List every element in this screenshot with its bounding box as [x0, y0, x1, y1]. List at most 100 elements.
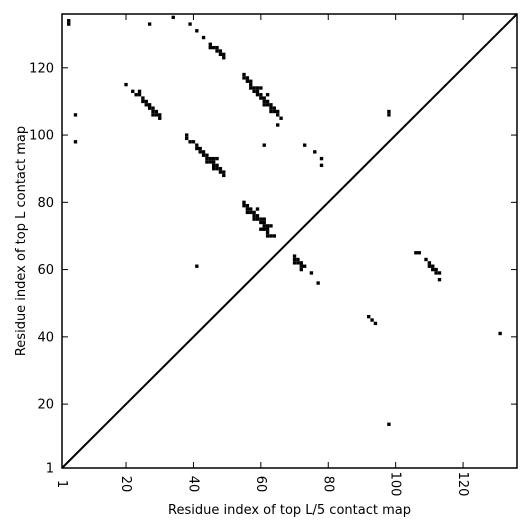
- contact-point: [255, 217, 260, 221]
- contact-point: [265, 99, 270, 104]
- contact-point: [195, 29, 199, 33]
- y-tick-label: 80: [37, 196, 54, 211]
- contact-point: [73, 113, 78, 117]
- y-tick-label: 40: [37, 330, 54, 345]
- contact-point: [185, 133, 189, 137]
- contact-point: [198, 146, 202, 151]
- contact-point: [265, 93, 270, 97]
- contact-point: [272, 234, 277, 238]
- contact-point: [137, 93, 142, 97]
- contact-point: [218, 49, 223, 53]
- contact-point: [211, 156, 216, 161]
- contact-point: [67, 19, 71, 23]
- diagonal-line: [61, 13, 518, 469]
- contact-point: [265, 224, 270, 228]
- contact-point: [141, 99, 145, 104]
- x-tick-label: 40: [185, 476, 200, 493]
- contact-point: [195, 146, 199, 151]
- contact-point: [242, 72, 246, 77]
- x-axis-ticks: 1 20 40 60 80 100 120: [54, 14, 470, 496]
- contact-point: [242, 200, 246, 204]
- contact-point: [195, 264, 199, 268]
- contact-point: [195, 143, 199, 147]
- contact-point: [205, 153, 209, 157]
- contact-point: [215, 156, 219, 161]
- contact-point: [272, 106, 277, 110]
- contact-point: [292, 254, 297, 258]
- contact-point: [252, 217, 256, 221]
- contact-point: [158, 113, 162, 117]
- contact-point: [262, 227, 266, 231]
- contact-point: [211, 163, 216, 168]
- contact-point: [151, 113, 155, 117]
- contact-point: [437, 277, 442, 282]
- y-tick-label: 1: [46, 462, 54, 477]
- contact-point: [309, 271, 314, 275]
- contact-point: [131, 89, 135, 94]
- contact-point: [424, 257, 428, 262]
- y-tick-label: 120: [29, 61, 54, 76]
- contact-point: [211, 160, 216, 164]
- y-tick-label: 100: [29, 129, 54, 144]
- contact-point: [259, 217, 263, 221]
- contact-point: [249, 79, 253, 83]
- contact-point: [269, 103, 273, 107]
- contact-point: [427, 264, 432, 268]
- contact-point: [201, 150, 206, 154]
- x-axis-label: Residue index of top L/5 contact map: [168, 503, 411, 518]
- contact-point: [431, 267, 435, 272]
- contact-point: [242, 204, 246, 208]
- contact-point: [215, 163, 219, 168]
- contact-point: [269, 234, 273, 238]
- contact-point: [211, 167, 216, 171]
- contact-point: [201, 35, 206, 40]
- contact-point: [296, 257, 300, 262]
- contact-point: [262, 103, 266, 107]
- contact-point: [414, 251, 418, 255]
- contact-point: [124, 82, 128, 87]
- contact-point: [185, 136, 189, 141]
- contact-point: [245, 210, 250, 215]
- contact-point: [255, 89, 260, 94]
- contact-point: [299, 267, 303, 272]
- contact-point: [73, 140, 78, 144]
- contact-point: [144, 103, 148, 107]
- contact-point: [222, 170, 226, 174]
- y-axis-label: Residue index of top L contact map: [14, 126, 29, 356]
- contact-point: [245, 204, 250, 208]
- contact-point: [269, 106, 273, 110]
- contact-point: [249, 86, 253, 90]
- contact-point: [67, 22, 71, 26]
- contact-point: [259, 93, 263, 97]
- contact-point: [265, 230, 270, 235]
- contact-point: [198, 150, 202, 154]
- contact-point: [276, 123, 280, 127]
- contact-point: [218, 52, 223, 57]
- contact-point: [147, 22, 152, 26]
- contact-point: [242, 76, 246, 80]
- contact-point: [144, 99, 148, 104]
- contact-point: [205, 156, 209, 161]
- contact-point: [417, 251, 421, 255]
- contact-point: [151, 109, 155, 114]
- contact-point: [302, 264, 307, 268]
- contact-point: [249, 207, 253, 211]
- contact-point: [255, 207, 260, 211]
- contact-point: [259, 86, 263, 90]
- data-points: [67, 15, 502, 426]
- contact-point: [191, 140, 196, 144]
- contact-point: [259, 220, 263, 225]
- x-tick-label: 80: [320, 476, 335, 493]
- contact-point: [265, 234, 270, 238]
- contact-point: [255, 214, 260, 218]
- contact-point: [171, 15, 175, 20]
- contact-point: [367, 314, 371, 319]
- contact-point: [265, 103, 270, 107]
- contact-point: [137, 89, 142, 94]
- contact-point: [208, 156, 212, 161]
- contact-point: [141, 96, 145, 100]
- contact-point: [262, 99, 266, 104]
- contact-point: [147, 106, 152, 110]
